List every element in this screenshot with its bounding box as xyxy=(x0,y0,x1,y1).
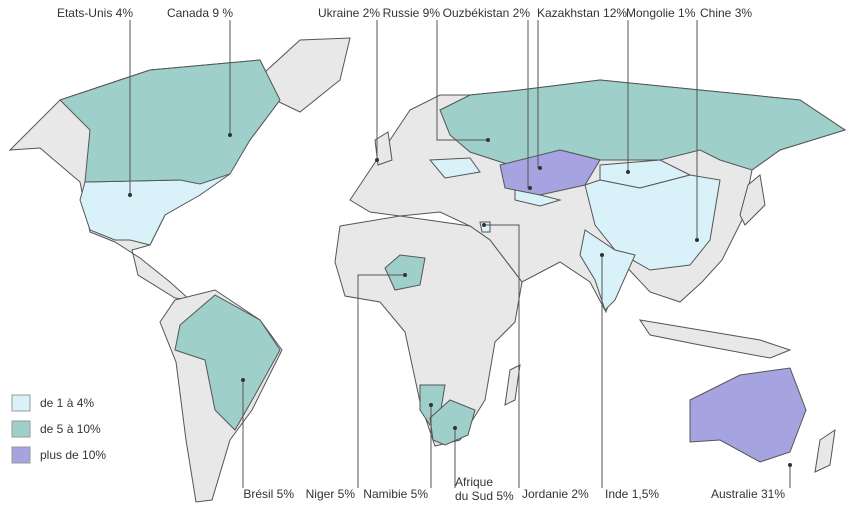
leader-line xyxy=(436,20,488,141)
new-zealand xyxy=(814,428,836,473)
country-label: Chine 3% xyxy=(700,6,752,20)
country-label: Brésil 5% xyxy=(243,487,294,501)
india xyxy=(579,229,636,311)
leader-dot xyxy=(626,170,630,174)
leader-dot xyxy=(482,223,486,227)
country-label: Ouzbékistan 2% xyxy=(443,6,531,20)
indonesia xyxy=(638,319,792,359)
leader-dot xyxy=(788,463,792,467)
country-label: Afrique xyxy=(455,475,493,489)
country-label: Russie 9% xyxy=(383,6,441,20)
leader-dot xyxy=(695,238,699,242)
country-label: Australie 31% xyxy=(711,487,785,501)
leader-dot xyxy=(429,403,433,407)
country-label: Kazakhstan 12% xyxy=(537,6,627,20)
country-label: Namibie 5% xyxy=(363,487,428,501)
leader-dot xyxy=(538,166,542,170)
country-label: Mongolie 1% xyxy=(626,6,696,20)
leader-dot xyxy=(486,138,490,142)
country-label: Ukraine 2% xyxy=(318,6,380,20)
ukraine xyxy=(428,157,481,179)
legend-label: de 1 à 4% xyxy=(40,396,94,410)
leader-dot xyxy=(453,426,457,430)
leader-dot xyxy=(241,378,245,382)
leader-line xyxy=(484,224,520,488)
leader-dot xyxy=(375,158,379,162)
legend-label: de 5 à 10% xyxy=(40,422,101,436)
japan xyxy=(739,174,766,226)
country-label: Niger 5% xyxy=(306,487,356,501)
country-label: Jordanie 2% xyxy=(522,487,589,501)
leader-dot xyxy=(228,133,232,137)
niger xyxy=(384,254,426,291)
canada xyxy=(59,59,281,185)
legend-swatch xyxy=(11,446,31,464)
countries xyxy=(59,59,847,463)
brazil xyxy=(174,294,281,431)
russia xyxy=(439,79,847,171)
leader-dot xyxy=(528,186,532,190)
country-label: du Sud 5% xyxy=(455,489,514,503)
australia xyxy=(689,367,807,463)
country-label: Canada 9 % xyxy=(167,6,233,20)
china xyxy=(584,174,721,271)
leader-dot xyxy=(600,253,604,257)
country-label: Inde 1,5% xyxy=(605,487,659,501)
legend-label: plus de 10% xyxy=(40,448,106,462)
labels: Etats-Unis 4% Canada 9 % Ukraine 2% Russie … xyxy=(11,6,792,503)
leader-dot xyxy=(128,193,132,197)
legend-swatch xyxy=(11,420,31,438)
south-africa xyxy=(429,399,476,446)
country-label: Etats-Unis 4% xyxy=(57,6,133,20)
leader-dot xyxy=(403,273,407,277)
usa xyxy=(79,173,231,246)
madagascar xyxy=(504,364,521,406)
leader-line xyxy=(357,274,405,488)
legend-swatch xyxy=(11,394,31,412)
